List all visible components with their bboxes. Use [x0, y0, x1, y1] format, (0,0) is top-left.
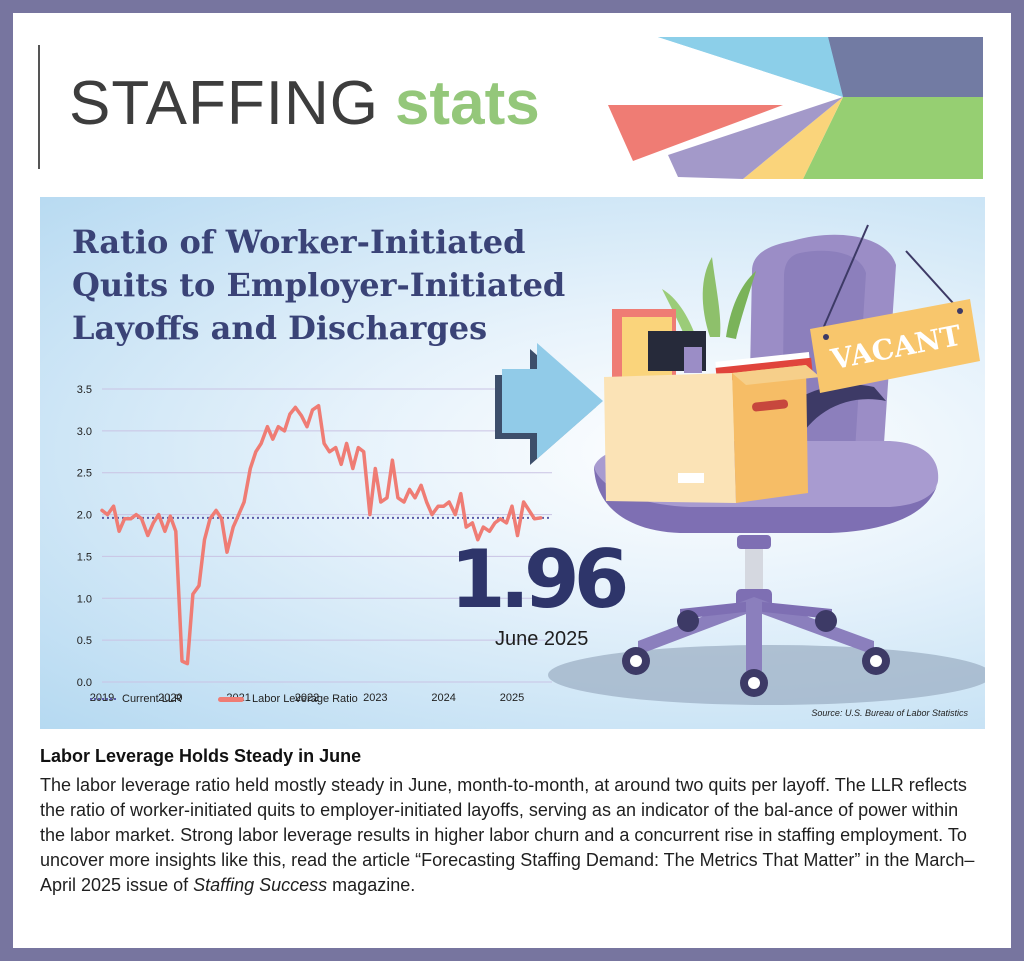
- chart-source: Source: U.S. Bureau of Labor Statistics: [811, 708, 968, 718]
- article-body-main: The labor leverage ratio held mostly ste…: [40, 775, 975, 895]
- x-tick-label: 2025: [500, 692, 524, 704]
- pie-fan-logo-icon: [608, 37, 983, 179]
- y-tick-label: 2.0: [77, 510, 92, 522]
- line-chart: 3.53.02.52.01.51.00.50.02019202020212022…: [77, 384, 552, 704]
- infographic-card: STAFFING stats Ratio of Worker-Initiated …: [13, 13, 1011, 948]
- legend-current-llr: Current LLR: [90, 693, 182, 705]
- legend-labor-leverage: Labor Leverage Ratio: [218, 693, 358, 705]
- article-body-end: magazine.: [327, 875, 416, 895]
- y-tick-label: 2.5: [77, 468, 92, 480]
- header-title-stats: stats: [394, 69, 540, 138]
- x-tick-label: 2022: [295, 692, 319, 704]
- current-value: 1.96: [450, 533, 629, 626]
- header-title: STAFFING stats: [69, 69, 540, 139]
- chart-panel: Ratio of Worker-Initiated Quits to Emplo…: [40, 197, 985, 729]
- y-tick-label: 1.0: [77, 593, 92, 605]
- article-body: The labor leverage ratio held mostly ste…: [40, 773, 988, 898]
- y-tick-label: 1.5: [77, 551, 92, 563]
- header-title-staffing: STAFFING: [69, 69, 379, 138]
- legend-swatch-line: [218, 696, 244, 702]
- x-tick-label: 2023: [363, 692, 387, 704]
- current-date: June 2025: [495, 628, 589, 650]
- series-line-labor-leverage-ratio: [100, 403, 543, 666]
- plant-icon: [662, 257, 756, 339]
- legend-swatch-dotted: [90, 698, 116, 700]
- magazine-title: Staffing Success: [193, 875, 328, 895]
- y-tick-label: 3.5: [77, 384, 92, 396]
- chart-title: Ratio of Worker-Initiated Quits to Emplo…: [72, 223, 566, 347]
- x-tick-label: 2024: [431, 692, 455, 704]
- arrow-icon: [495, 343, 603, 465]
- legend-label-current: Current LLR: [122, 693, 182, 705]
- legend-label-llr: Labor Leverage Ratio: [252, 693, 358, 705]
- x-tick-label: 2020: [158, 692, 182, 704]
- y-tick-label: 0.5: [77, 635, 92, 647]
- article-heading: Labor Leverage Holds Steady in June: [40, 746, 362, 766]
- vacant-sign-icon: VACANT: [810, 224, 980, 393]
- cardboard-box-icon: [604, 257, 820, 503]
- header-divider: [38, 45, 40, 169]
- y-tick-label: 0.0: [77, 677, 92, 689]
- illustration: VACANT: [495, 224, 985, 705]
- y-tick-label: 3.0: [77, 426, 92, 438]
